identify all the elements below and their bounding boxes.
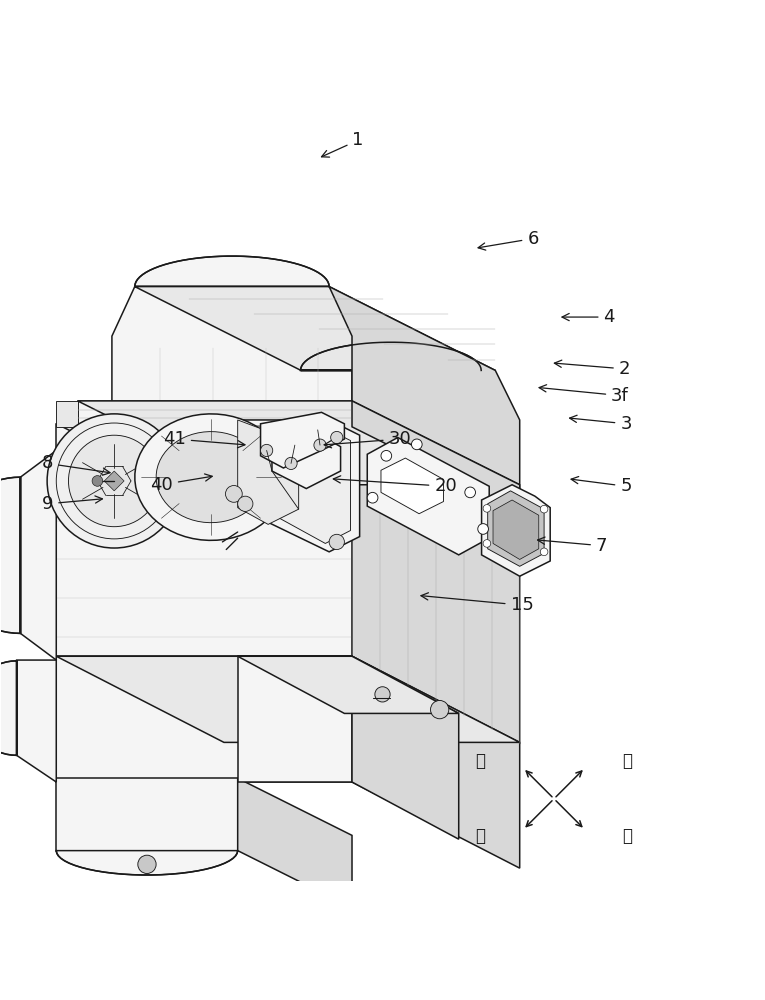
Polygon shape [156, 432, 266, 523]
Polygon shape [238, 420, 298, 524]
Polygon shape [367, 437, 489, 555]
Polygon shape [135, 256, 329, 287]
Circle shape [226, 486, 243, 502]
Text: 5: 5 [571, 477, 632, 495]
Polygon shape [352, 401, 519, 511]
Text: 4: 4 [562, 308, 615, 326]
Text: 20: 20 [334, 476, 457, 495]
Polygon shape [0, 477, 21, 633]
Polygon shape [482, 485, 550, 576]
Circle shape [92, 476, 103, 486]
Circle shape [431, 700, 449, 719]
Text: 右: 右 [476, 827, 486, 845]
Text: 前: 前 [623, 827, 633, 845]
Text: 41: 41 [163, 430, 245, 448]
Circle shape [285, 457, 297, 470]
Circle shape [68, 435, 160, 527]
Polygon shape [57, 656, 519, 742]
Polygon shape [57, 851, 238, 875]
Polygon shape [0, 660, 17, 755]
Circle shape [540, 548, 548, 556]
Polygon shape [238, 778, 352, 908]
Text: 8: 8 [42, 454, 110, 475]
Text: 40: 40 [150, 474, 212, 494]
Polygon shape [352, 424, 519, 744]
Polygon shape [329, 287, 519, 508]
Circle shape [57, 423, 172, 539]
Text: 3: 3 [570, 415, 632, 433]
Polygon shape [104, 471, 124, 491]
Text: 30: 30 [324, 430, 412, 448]
Circle shape [138, 855, 156, 873]
Polygon shape [261, 412, 344, 468]
Polygon shape [352, 656, 459, 839]
Polygon shape [135, 414, 287, 540]
Circle shape [483, 540, 490, 547]
Polygon shape [238, 656, 352, 782]
Polygon shape [77, 401, 352, 427]
Circle shape [483, 505, 490, 512]
Circle shape [261, 444, 273, 457]
Circle shape [478, 524, 488, 534]
Polygon shape [135, 287, 495, 370]
Text: 3f: 3f [539, 385, 629, 405]
Polygon shape [381, 458, 444, 514]
Polygon shape [493, 500, 539, 559]
Circle shape [412, 439, 422, 450]
Circle shape [465, 487, 476, 498]
Text: 左: 左 [623, 752, 633, 770]
Polygon shape [238, 656, 459, 713]
Polygon shape [352, 656, 519, 868]
Polygon shape [57, 401, 77, 427]
Circle shape [375, 687, 390, 702]
Circle shape [329, 534, 344, 550]
Text: 7: 7 [538, 537, 607, 555]
Polygon shape [238, 420, 360, 552]
Polygon shape [57, 424, 352, 660]
Polygon shape [21, 450, 57, 660]
Polygon shape [77, 401, 519, 485]
Polygon shape [57, 656, 352, 782]
Polygon shape [57, 424, 519, 508]
Polygon shape [17, 660, 57, 782]
Polygon shape [487, 491, 544, 566]
Circle shape [238, 496, 253, 511]
Polygon shape [272, 430, 340, 489]
Text: 15: 15 [421, 593, 533, 614]
Circle shape [314, 439, 326, 451]
Text: 2: 2 [555, 360, 630, 378]
Text: 9: 9 [42, 495, 103, 513]
Polygon shape [57, 778, 238, 851]
Circle shape [381, 450, 392, 461]
Circle shape [367, 492, 378, 503]
Text: 1: 1 [321, 131, 364, 157]
Polygon shape [112, 287, 352, 428]
Polygon shape [301, 342, 495, 370]
Polygon shape [249, 426, 350, 543]
Circle shape [47, 414, 181, 548]
Text: 6: 6 [478, 230, 539, 250]
Circle shape [330, 431, 343, 444]
Circle shape [540, 505, 548, 513]
Text: 后: 后 [476, 752, 486, 770]
